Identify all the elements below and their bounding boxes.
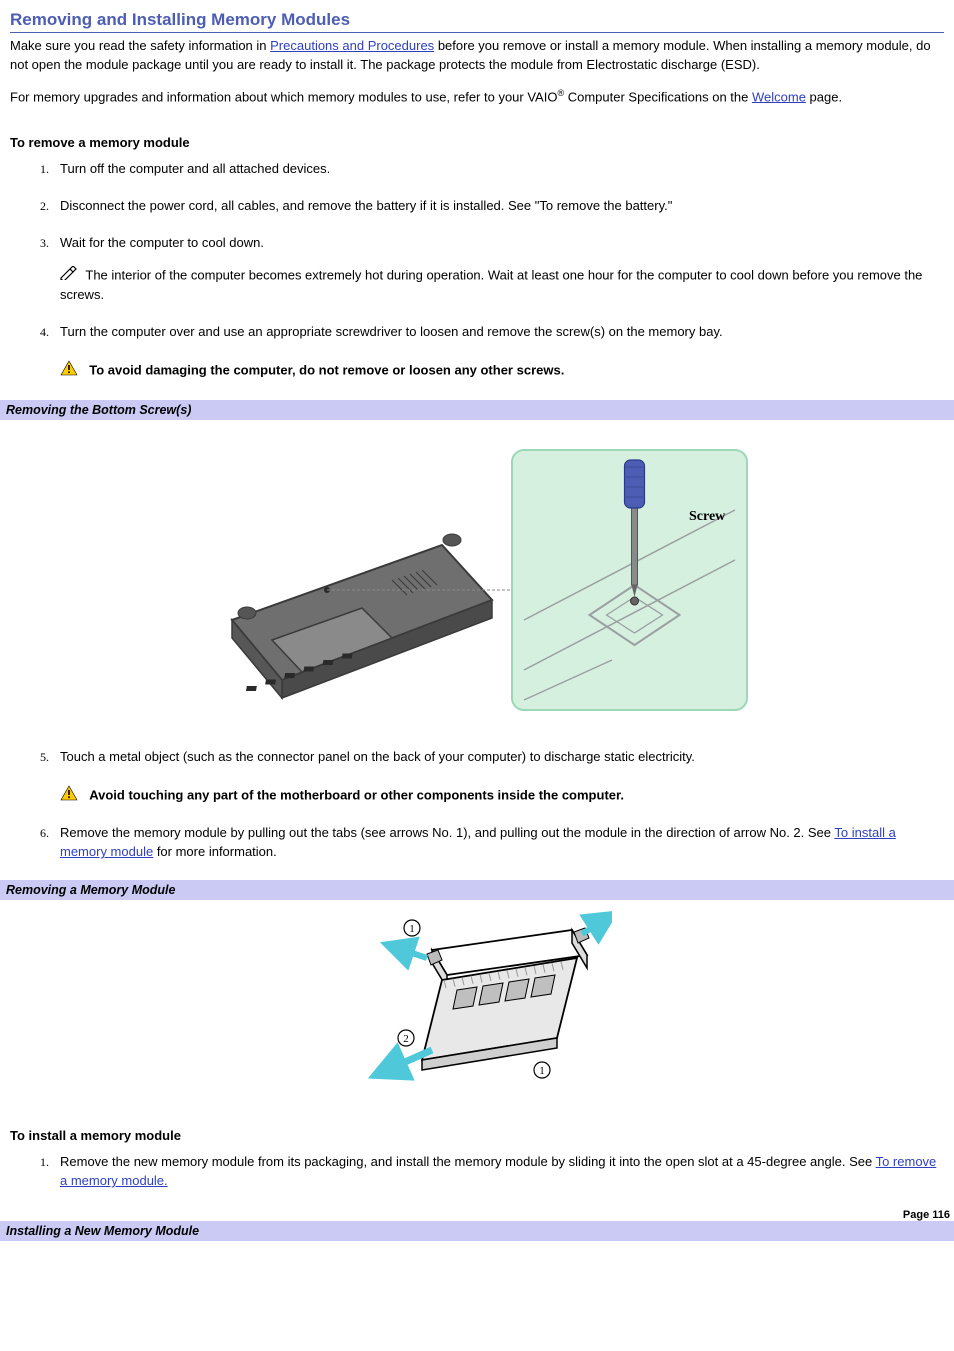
note-text: The interior of the computer becomes ext… (60, 268, 922, 302)
text: Turn the computer over and use an approp… (60, 324, 723, 339)
warning-text: Avoid touching any part of the motherboa… (89, 787, 624, 802)
figure-caption-2: Removing a Memory Module (0, 880, 954, 900)
warning-text: To avoid damaging the computer, do not r… (89, 362, 564, 377)
page-number: Page 116 (10, 1209, 954, 1221)
remove-steps-list: Turn off the computer and all attached d… (26, 160, 944, 382)
precautions-link[interactable]: Precautions and Procedures (270, 38, 434, 53)
intro-paragraph-1: Make sure you read the safety informatio… (10, 37, 944, 75)
text: Make sure you read the safety informatio… (10, 38, 270, 53)
install-heading: To install a memory module (10, 1128, 944, 1143)
welcome-link[interactable]: Welcome (752, 89, 806, 104)
svg-text:1: 1 (539, 1065, 545, 1077)
warning-icon (60, 360, 78, 382)
text: Remove the memory module by pulling out … (60, 825, 834, 840)
list-item: Turn the computer over and use an approp… (52, 323, 944, 382)
figure-caption-3: Installing a New Memory Module (0, 1221, 954, 1241)
list-item: Turn off the computer and all attached d… (52, 160, 944, 179)
page-title: Removing and Installing Memory Modules (10, 10, 944, 33)
intro-paragraph-2: For memory upgrades and information abou… (10, 87, 944, 107)
list-item: Disconnect the power cord, all cables, a… (52, 197, 944, 216)
text: Remove the new memory module from its pa… (60, 1154, 876, 1169)
remove-steps-list-cont: Touch a metal object (such as the connec… (26, 748, 944, 862)
removing-module-illustration: 1 1 2 (342, 910, 612, 1100)
install-steps-list: Remove the new memory module from its pa… (26, 1153, 944, 1191)
list-item: Wait for the computer to cool down. The … (52, 234, 944, 306)
text: for more information. (153, 844, 277, 859)
list-item: Remove the memory module by pulling out … (52, 824, 944, 862)
text: Wait for the computer to cool down. (60, 235, 264, 250)
note-block: The interior of the computer becomes ext… (60, 266, 944, 305)
pencil-note-icon (60, 266, 78, 286)
text: For memory upgrades and information abou… (10, 89, 557, 104)
svg-text:1: 1 (409, 923, 415, 935)
text: Touch a metal object (such as the connec… (60, 749, 695, 764)
remove-heading: To remove a memory module (10, 135, 944, 150)
svg-text:Screw: Screw (689, 509, 726, 524)
svg-text:2: 2 (403, 1033, 409, 1045)
text: page. (806, 89, 842, 104)
removing-screw-illustration: Screw (192, 430, 762, 730)
warning-icon (60, 785, 78, 807)
figure-2: 1 1 2 (10, 910, 944, 1100)
figure-caption-1: Removing the Bottom Screw(s) (0, 400, 954, 420)
text: Computer Specifications on the (564, 89, 752, 104)
list-item: Remove the new memory module from its pa… (52, 1153, 944, 1191)
list-item: Touch a metal object (such as the connec… (52, 748, 944, 807)
warning-block: To avoid damaging the computer, do not r… (60, 360, 944, 382)
figure-1: Screw (10, 430, 944, 730)
warning-block: Avoid touching any part of the motherboa… (60, 785, 944, 807)
